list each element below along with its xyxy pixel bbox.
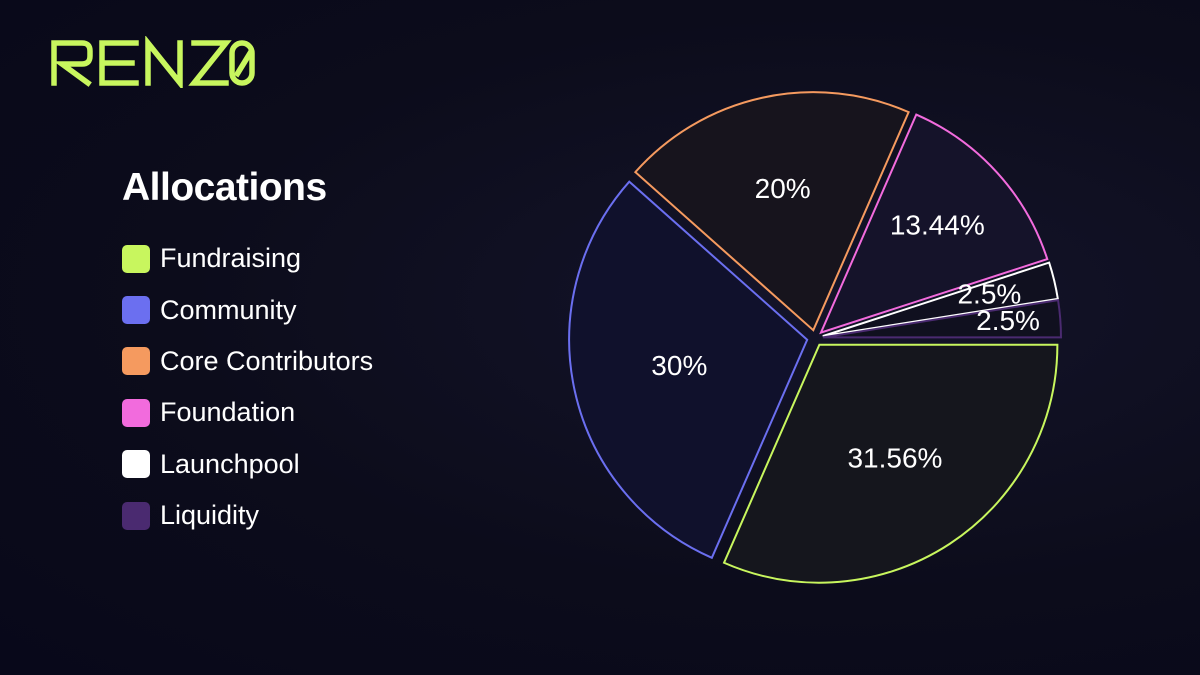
legend-item: Liquidity — [122, 490, 373, 541]
pie-slice-launchpool — [822, 261, 1059, 338]
slice-data-label: 31.56% — [847, 443, 942, 474]
legend-label: Foundation — [160, 397, 296, 428]
legend-item: Foundation — [122, 387, 373, 438]
pie-chart: 31.56% 30% 20% 13.44% 2.5%2.5% — [568, 91, 1062, 584]
renzo-logo — [51, 36, 255, 88]
legend-swatch — [122, 296, 150, 325]
slice-data-label: 2.5% — [976, 305, 1040, 336]
legend-item: Community — [122, 284, 373, 335]
legend-label: Fundraising — [160, 243, 302, 274]
legend-label: Launchpool — [160, 448, 300, 479]
legend-item: Core Contributors — [122, 336, 373, 387]
legend-swatch — [122, 244, 150, 273]
slice-data-label: 13.44% — [890, 210, 985, 241]
pie-slice-fundraising — [722, 343, 1059, 584]
pie-slice-liquidity — [822, 298, 1062, 339]
legend-swatch — [122, 450, 150, 479]
slice-data-label: 20% — [755, 173, 811, 204]
legend-label: Community — [160, 294, 297, 325]
legend-swatch — [122, 398, 150, 427]
chart-title: Allocations — [122, 166, 327, 209]
legend-label: Core Contributors — [160, 345, 374, 376]
slice-data-label: 30% — [651, 350, 707, 381]
legend-item: Launchpool — [122, 439, 373, 490]
legend-item: Fundraising — [122, 233, 373, 284]
pie-slice-core-contributors — [633, 91, 910, 332]
pie-slice-foundation — [819, 113, 1049, 335]
legend-label: Liquidity — [160, 500, 260, 531]
legend-swatch — [122, 501, 150, 530]
pie-slice-community — [568, 180, 809, 560]
slice-data-label: 2.5% — [957, 279, 1021, 310]
legend-swatch — [122, 347, 150, 376]
chart-legend: Fundraising Community Core Contributors Fou… — [122, 233, 373, 541]
